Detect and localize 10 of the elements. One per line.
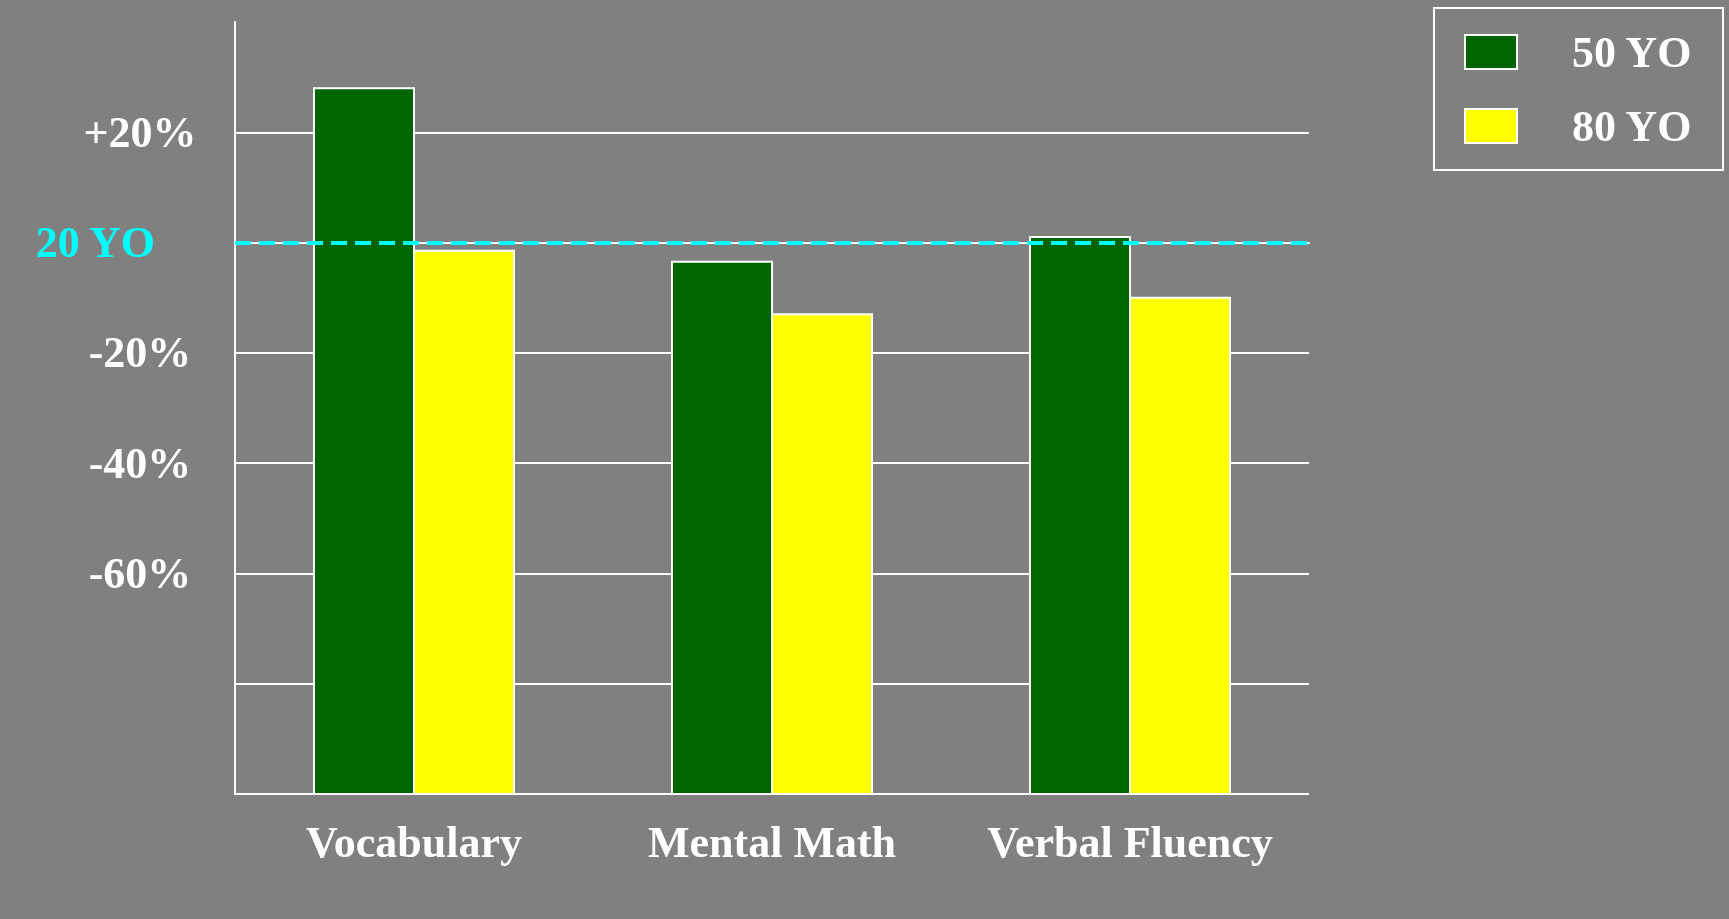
y-tick-label: -20% (88, 328, 192, 378)
x-tick-label: Verbal Fluency (987, 817, 1273, 867)
x-tick-label: Mental Math (647, 817, 897, 867)
y-tick-label: -40% (88, 438, 192, 488)
y-tick-label: -60% (88, 548, 192, 598)
y-tick-label: +20% (83, 107, 197, 157)
x-tick-label: Vocabulary (306, 817, 522, 867)
legend-label: 50 YO (1572, 27, 1692, 77)
ref-line-label: 20 YO (35, 218, 155, 268)
legend-label: 80 YO (1572, 101, 1692, 151)
